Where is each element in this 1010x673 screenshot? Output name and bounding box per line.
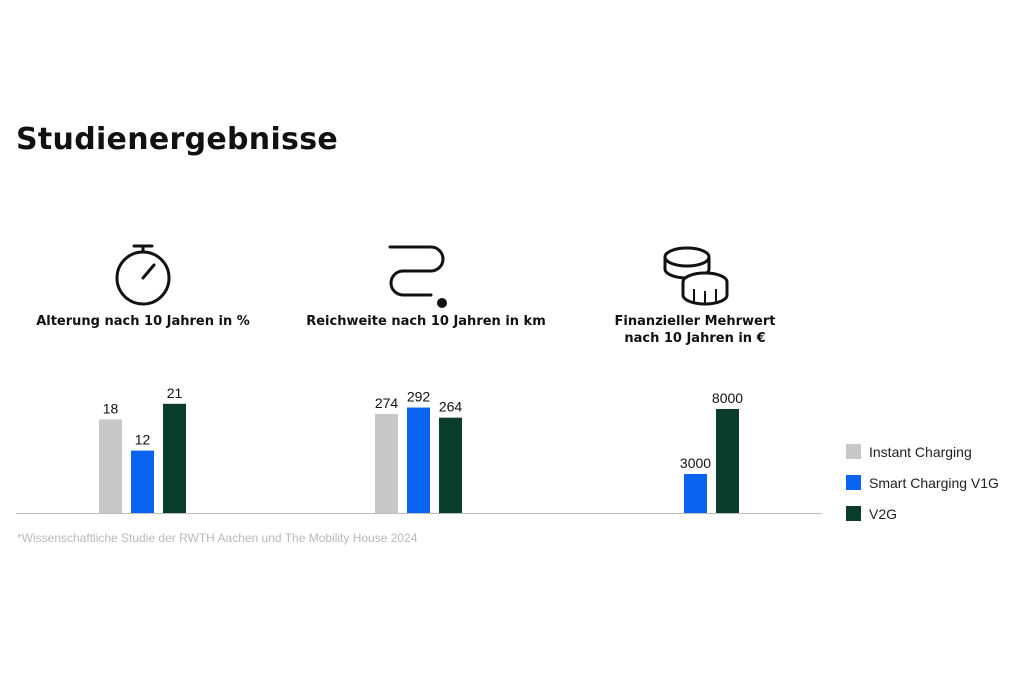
bar-1-smart xyxy=(131,450,154,513)
bar-value-label-3-v2g: 8000 xyxy=(712,390,743,406)
bar-1-v2g xyxy=(163,403,186,513)
bar-1-instant xyxy=(99,419,122,513)
footnote: *Wissenschaftliche Studie der RWTH Aache… xyxy=(17,531,418,545)
legend-label-smart: Smart Charging V1G xyxy=(869,474,999,491)
legend-swatch-smart xyxy=(846,475,861,490)
panel-title-aging: Alterung nach 10 Jahren in % xyxy=(36,314,250,329)
legend-swatch-v2g xyxy=(846,506,861,521)
bar-value-label-1-v2g: 21 xyxy=(167,385,183,401)
stopwatch-icon xyxy=(115,244,171,306)
bar-2-instant xyxy=(375,414,398,513)
legend-swatch-instant xyxy=(846,444,861,459)
page-title: Studienergebnisse xyxy=(16,122,339,157)
route-icon xyxy=(388,245,447,308)
legend-item-smart: Smart Charging V1G xyxy=(846,467,999,498)
panel-title-range: Reichweite nach 10 Jahren in km xyxy=(306,314,546,329)
legend-item-instant: Instant Charging xyxy=(846,436,999,467)
bar-3-smart xyxy=(684,474,707,513)
legend-label-v2g: V2G xyxy=(869,505,898,522)
bar-value-label-2-smart: 292 xyxy=(407,389,431,405)
bar-2-smart xyxy=(407,407,430,513)
legend-item-v2g: V2G xyxy=(846,498,999,529)
bar-value-label-1-smart: 12 xyxy=(135,432,151,448)
bar-2-v2g xyxy=(439,417,462,513)
bar-value-label-2-instant: 274 xyxy=(375,395,399,411)
bar-value-label-1-instant: 18 xyxy=(103,400,119,416)
bar-value-label-3-smart: 3000 xyxy=(680,455,711,471)
bar-3-v2g xyxy=(716,409,739,513)
bar-chart: 18 12 21 274 292 264 3000 8000 xyxy=(16,385,822,514)
chart-legend: Instant Charging Smart Charging V1G V2G xyxy=(846,436,999,529)
bar-value-label-2-v2g: 264 xyxy=(439,399,463,415)
coins-icon xyxy=(663,246,729,306)
legend-label-instant: Instant Charging xyxy=(869,443,972,460)
panel-title-value: Finanzieller Mehrwert nach 10 Jahren in … xyxy=(614,314,776,346)
